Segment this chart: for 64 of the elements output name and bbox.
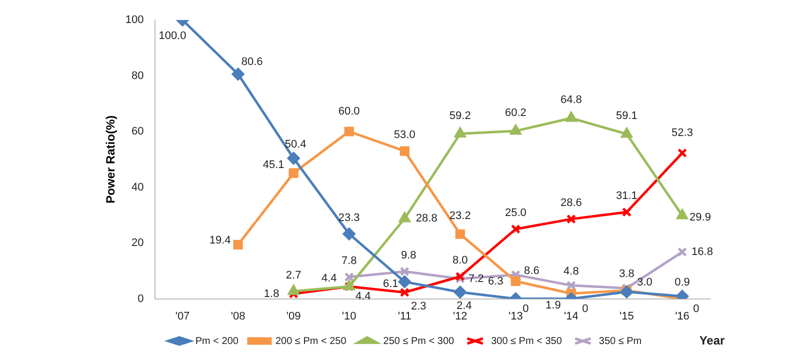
x-tick-label: '14 — [564, 310, 578, 322]
data-label: 25.0 — [504, 207, 526, 220]
data-label: 0 — [522, 302, 529, 315]
data-label: 7.8 — [341, 255, 357, 268]
data-label: 0.9 — [674, 276, 690, 288]
data-label: 23.2 — [449, 210, 471, 222]
legend-label: 250 ≤ Pm < 300 — [383, 336, 455, 347]
data-label: 0 — [582, 302, 588, 315]
data-label: 80.6 — [241, 56, 263, 68]
data-label: 60.0 — [338, 106, 360, 118]
y-tick-label: 40 — [132, 181, 144, 194]
data-label: 2.7 — [286, 269, 302, 282]
x-tick-label: '13 — [508, 310, 523, 322]
data-label: 6.3 — [488, 275, 504, 288]
x-tick-label: '09 — [286, 310, 301, 322]
data-label: 50.4 — [284, 138, 306, 150]
data-label: 1.8 — [264, 288, 280, 300]
x-tick-label: '11 — [398, 310, 412, 322]
data-label: 1.9 — [546, 300, 561, 312]
data-label: 31.1 — [616, 190, 638, 202]
data-label: 2.3 — [410, 300, 426, 312]
legend-label: Pm < 200 — [195, 336, 239, 347]
data-label: 28.8 — [416, 212, 438, 225]
y-axis-title: Power Ratio(%) — [104, 115, 118, 204]
data-label: 64.8 — [560, 94, 582, 106]
legend-label: 350 ≤ Pm — [598, 336, 642, 347]
data-label: 4.8 — [564, 265, 579, 278]
y-tick-label: 60 — [132, 126, 144, 138]
x-tick-label: '16 — [675, 310, 690, 322]
data-label: 8.6 — [524, 264, 540, 277]
data-label: 6.1 — [382, 278, 398, 290]
y-tick-label: 20 — [132, 237, 144, 250]
data-label: 59.2 — [449, 110, 471, 122]
data-label: 16.8 — [692, 246, 713, 258]
data-label: 4.4 — [355, 290, 371, 303]
data-label: 0 — [693, 302, 700, 315]
data-label: 23.3 — [338, 212, 360, 224]
x-tick-label: '12 — [452, 310, 468, 322]
data-label: 4.4 — [321, 272, 337, 285]
x-axis-title: Year — [699, 333, 726, 348]
data-label: 8.0 — [452, 254, 468, 267]
data-label: 59.1 — [616, 110, 638, 122]
legend-label: 300 ≤ Pm < 350 — [491, 336, 562, 347]
x-tick-label: '15 — [620, 310, 634, 322]
y-tick-label: 80 — [132, 70, 144, 82]
data-label: 52.3 — [672, 127, 693, 140]
data-label: 3.8 — [619, 268, 634, 280]
data-label: 53.0 — [394, 129, 416, 142]
y-tick-label: 0 — [138, 292, 144, 305]
data-label: 3.0 — [637, 276, 652, 288]
data-label: 45.1 — [262, 159, 284, 172]
x-tick-label: '10 — [342, 310, 356, 322]
data-label: 60.2 — [504, 106, 526, 119]
data-label: 9.8 — [400, 250, 416, 262]
data-label: 7.2 — [468, 272, 484, 285]
x-tick-label: '08 — [230, 310, 246, 322]
data-label: 29.9 — [690, 211, 711, 224]
data-label: 28.6 — [560, 197, 582, 210]
data-label: 19.4 — [209, 234, 231, 247]
y-tick-label: 100 — [125, 14, 144, 26]
legend-label: 200 ≤ Pm < 250 — [275, 336, 347, 347]
data-label: 100.0 — [158, 30, 186, 42]
x-tick-label: '07 — [175, 310, 190, 322]
data-label: 2.4 — [456, 300, 472, 312]
